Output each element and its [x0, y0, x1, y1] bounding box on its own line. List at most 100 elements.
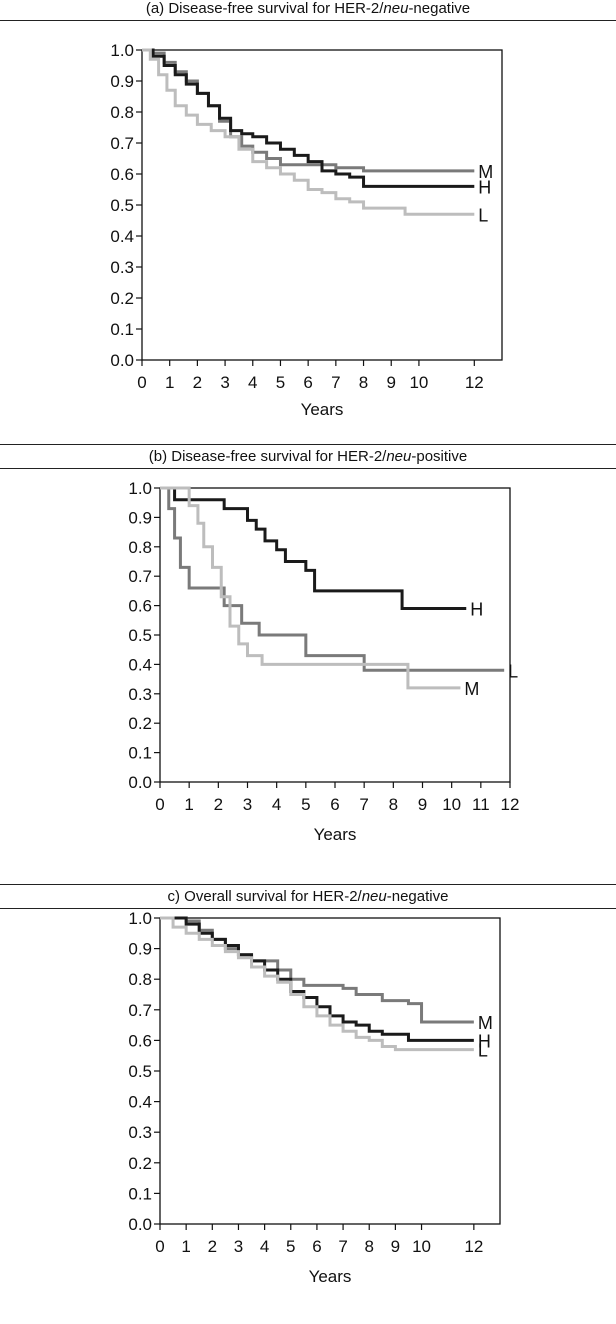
x-tick-label: 8 [364, 1237, 373, 1256]
x-tick-label: 3 [220, 373, 229, 392]
x-tick-label: 2 [193, 373, 202, 392]
y-tick-label: 0.0 [110, 351, 134, 370]
x-tick-label: 5 [286, 1237, 295, 1256]
y-tick-label: 1.0 [128, 909, 152, 928]
y-tick-label: 0.4 [128, 655, 152, 674]
x-tick-label: 4 [272, 795, 281, 814]
x-tick-label: 0 [155, 1237, 164, 1256]
series-line-L [160, 916, 474, 1052]
x-tick-label: 1 [181, 1237, 190, 1256]
x-tick-label: 7 [359, 795, 368, 814]
x-tick-label: 9 [386, 373, 395, 392]
series-line-M [160, 916, 474, 1024]
x-tick-label: 6 [303, 373, 312, 392]
x-tick-label: 6 [312, 1237, 321, 1256]
y-tick-label: 0.5 [128, 626, 152, 645]
x-tick-label: 9 [391, 1237, 400, 1256]
y-tick-label: 0.1 [128, 1184, 152, 1203]
y-tick-label: 0.6 [128, 597, 152, 616]
y-tick-label: 0.8 [128, 538, 152, 557]
x-tick-label: 0 [155, 795, 164, 814]
y-tick-label: 0.7 [128, 1001, 152, 1020]
y-tick-label: 0.2 [110, 289, 134, 308]
panel-b-title: (b) Disease-free survival for HER-2/neu-… [148, 448, 468, 465]
y-tick-label: 0.8 [128, 970, 152, 989]
series-label-H: H [478, 177, 491, 197]
x-tick-label: 9 [418, 795, 427, 814]
x-tick-label: 5 [301, 795, 310, 814]
x-tick-label: 8 [359, 373, 368, 392]
y-tick-label: 0.4 [110, 227, 134, 246]
y-tick-label: 0.8 [110, 103, 134, 122]
series-label-H: H [470, 600, 483, 620]
x-axis-title: Years [309, 1267, 352, 1286]
series-label-L: L [478, 205, 488, 225]
y-tick-label: 0.6 [110, 165, 134, 184]
y-tick-label: 0.5 [128, 1062, 152, 1081]
x-tick-label: 10 [442, 795, 461, 814]
chart-b: 0.00.10.20.30.40.50.60.70.80.91.00 1 2 3 4 5 6… [128, 479, 520, 844]
x-tick-label: 7 [338, 1237, 347, 1256]
y-tick-label: 0.2 [128, 1154, 152, 1173]
panel-a: (a) Disease-free survival for HER-2/neu-… [0, 0, 616, 430]
y-tick-label: 0.9 [110, 72, 134, 91]
x-tick-label: 12 [465, 373, 484, 392]
series-label-L: L [508, 661, 518, 681]
plot-frame [141, 49, 503, 361]
y-tick-label: 1.0 [128, 479, 152, 498]
series-label-H: H [478, 1031, 491, 1051]
y-tick-label: 0.6 [128, 1031, 152, 1050]
panel-a-top-rule [0, 20, 616, 22]
y-tick-label: 0.1 [110, 320, 134, 339]
y-tick-label: 0.0 [128, 773, 152, 792]
series-label-M: M [478, 162, 493, 182]
x-tick-label: 12 [501, 795, 520, 814]
y-tick-label: 0.3 [128, 1123, 152, 1142]
y-tick-label: 0.9 [128, 508, 152, 527]
y-tick-label: 0.0 [128, 1215, 152, 1234]
chart-a: 0.00.10.20.30.40.50.60.70.80.91.00 1 2 3 4 5 6… [110, 41, 503, 419]
series-line-M [142, 48, 475, 173]
y-tick-label: 0.5 [110, 196, 134, 215]
y-tick-label: 1.0 [110, 41, 134, 60]
x-tick-label: 1 [184, 795, 193, 814]
series-label-L: L [478, 1041, 488, 1061]
x-axis-title: Years [301, 400, 344, 419]
series-line-M [160, 486, 461, 690]
x-tick-label: 4 [260, 1237, 269, 1256]
y-tick-label: 0.7 [128, 567, 152, 586]
panel-b-divider [0, 444, 616, 446]
y-tick-label: 0.9 [128, 940, 152, 959]
x-tick-label: 2 [208, 1237, 217, 1256]
x-tick-label: 11 [472, 795, 490, 814]
x-tick-label: 4 [248, 373, 257, 392]
panel-c-divider [0, 884, 616, 886]
y-tick-label: 0.4 [128, 1093, 152, 1112]
panel-c-title: c) Overall survival for HER-2/neu-negati… [167, 888, 449, 905]
y-tick-label: 0.7 [110, 134, 134, 153]
panel-c-top-rule [0, 908, 616, 910]
x-tick-label: 8 [389, 795, 398, 814]
chart-c: 0.00.10.20.30.40.50.60.70.80.91.00 1 2 3 4 5 6… [128, 909, 501, 1286]
series-label-M: M [478, 1013, 493, 1033]
series-line-H [142, 48, 475, 188]
series-line-L [160, 486, 505, 672]
x-tick-label: 1 [165, 373, 174, 392]
y-tick-label: 0.2 [128, 714, 152, 733]
series-line-H [160, 486, 467, 611]
x-tick-label: 2 [214, 795, 223, 814]
panel-b: (b) Disease-free survival for HER-2/neu-… [0, 444, 616, 874]
x-tick-label: 6 [330, 795, 339, 814]
panel-a-title: (a) Disease-free survival for HER-2/neu-… [145, 0, 471, 17]
plot-frame [159, 487, 511, 783]
plot-frame [159, 917, 501, 1225]
x-tick-label: 3 [243, 795, 252, 814]
x-tick-label: 10 [412, 1237, 431, 1256]
x-tick-label: 10 [409, 373, 428, 392]
series-label-M: M [464, 679, 479, 699]
y-tick-label: 0.3 [128, 685, 152, 704]
x-axis-title: Years [314, 825, 357, 844]
panel-b-top-rule [0, 468, 616, 470]
series-line-L [142, 48, 475, 216]
x-tick-label: 0 [137, 373, 146, 392]
